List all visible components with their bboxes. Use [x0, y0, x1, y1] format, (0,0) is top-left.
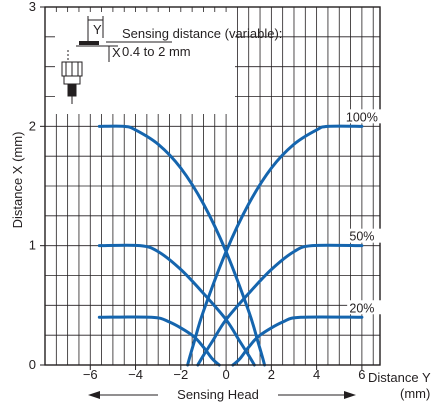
x-tick-label: 0 — [222, 367, 229, 382]
annotation-y-label: Y — [93, 22, 102, 37]
x-tick-label: −6 — [83, 367, 98, 382]
x-axis-title-line1: Distance Y — [368, 370, 431, 385]
plot-frame — [44, 6, 381, 366]
series-label: 100% — [346, 110, 378, 124]
x-tick-label: 4 — [313, 367, 320, 382]
annotation-line2: 0.4 to 2 mm — [122, 44, 191, 59]
annotation-box — [55, 12, 235, 114]
x-axis-title-line2: (mm) — [400, 386, 430, 401]
x-tick-label: −2 — [173, 367, 188, 382]
series-100%-curve — [97, 124, 267, 367]
sensor-head-icon — [61, 16, 118, 104]
y-tick-label: 3 — [29, 0, 36, 14]
sensing-head-label: Sensing Head — [177, 387, 259, 402]
ticks: −6 −4 −2 0 2 4 6 0 1 2 3 — [29, 0, 366, 382]
series-20%-curve — [97, 315, 221, 367]
series-100%-curve — [186, 124, 364, 367]
y-tick-label: 0 — [29, 357, 36, 372]
curves — [97, 124, 364, 367]
y-axis-title: Distance X (mm) — [10, 132, 25, 229]
series-20%-curve — [231, 315, 364, 367]
sensing-head-arrow — [88, 391, 356, 399]
series-label: 50% — [349, 230, 374, 244]
x-tick-label: 6 — [358, 367, 365, 382]
y-tick-label: 2 — [29, 118, 36, 133]
annotation-x-label: X — [112, 45, 121, 60]
series-label-background — [347, 300, 386, 315]
series-label-background — [347, 228, 386, 243]
series-label: 20% — [349, 301, 374, 315]
series-labels: 100% 50% 20% — [346, 109, 386, 315]
series-label-background — [347, 109, 386, 124]
annotation-line1: Sensing distance (variable): — [122, 26, 282, 41]
x-tick-label: 2 — [268, 367, 275, 382]
y-tick-label: 1 — [29, 238, 36, 253]
x-tick-label: −4 — [128, 367, 143, 382]
